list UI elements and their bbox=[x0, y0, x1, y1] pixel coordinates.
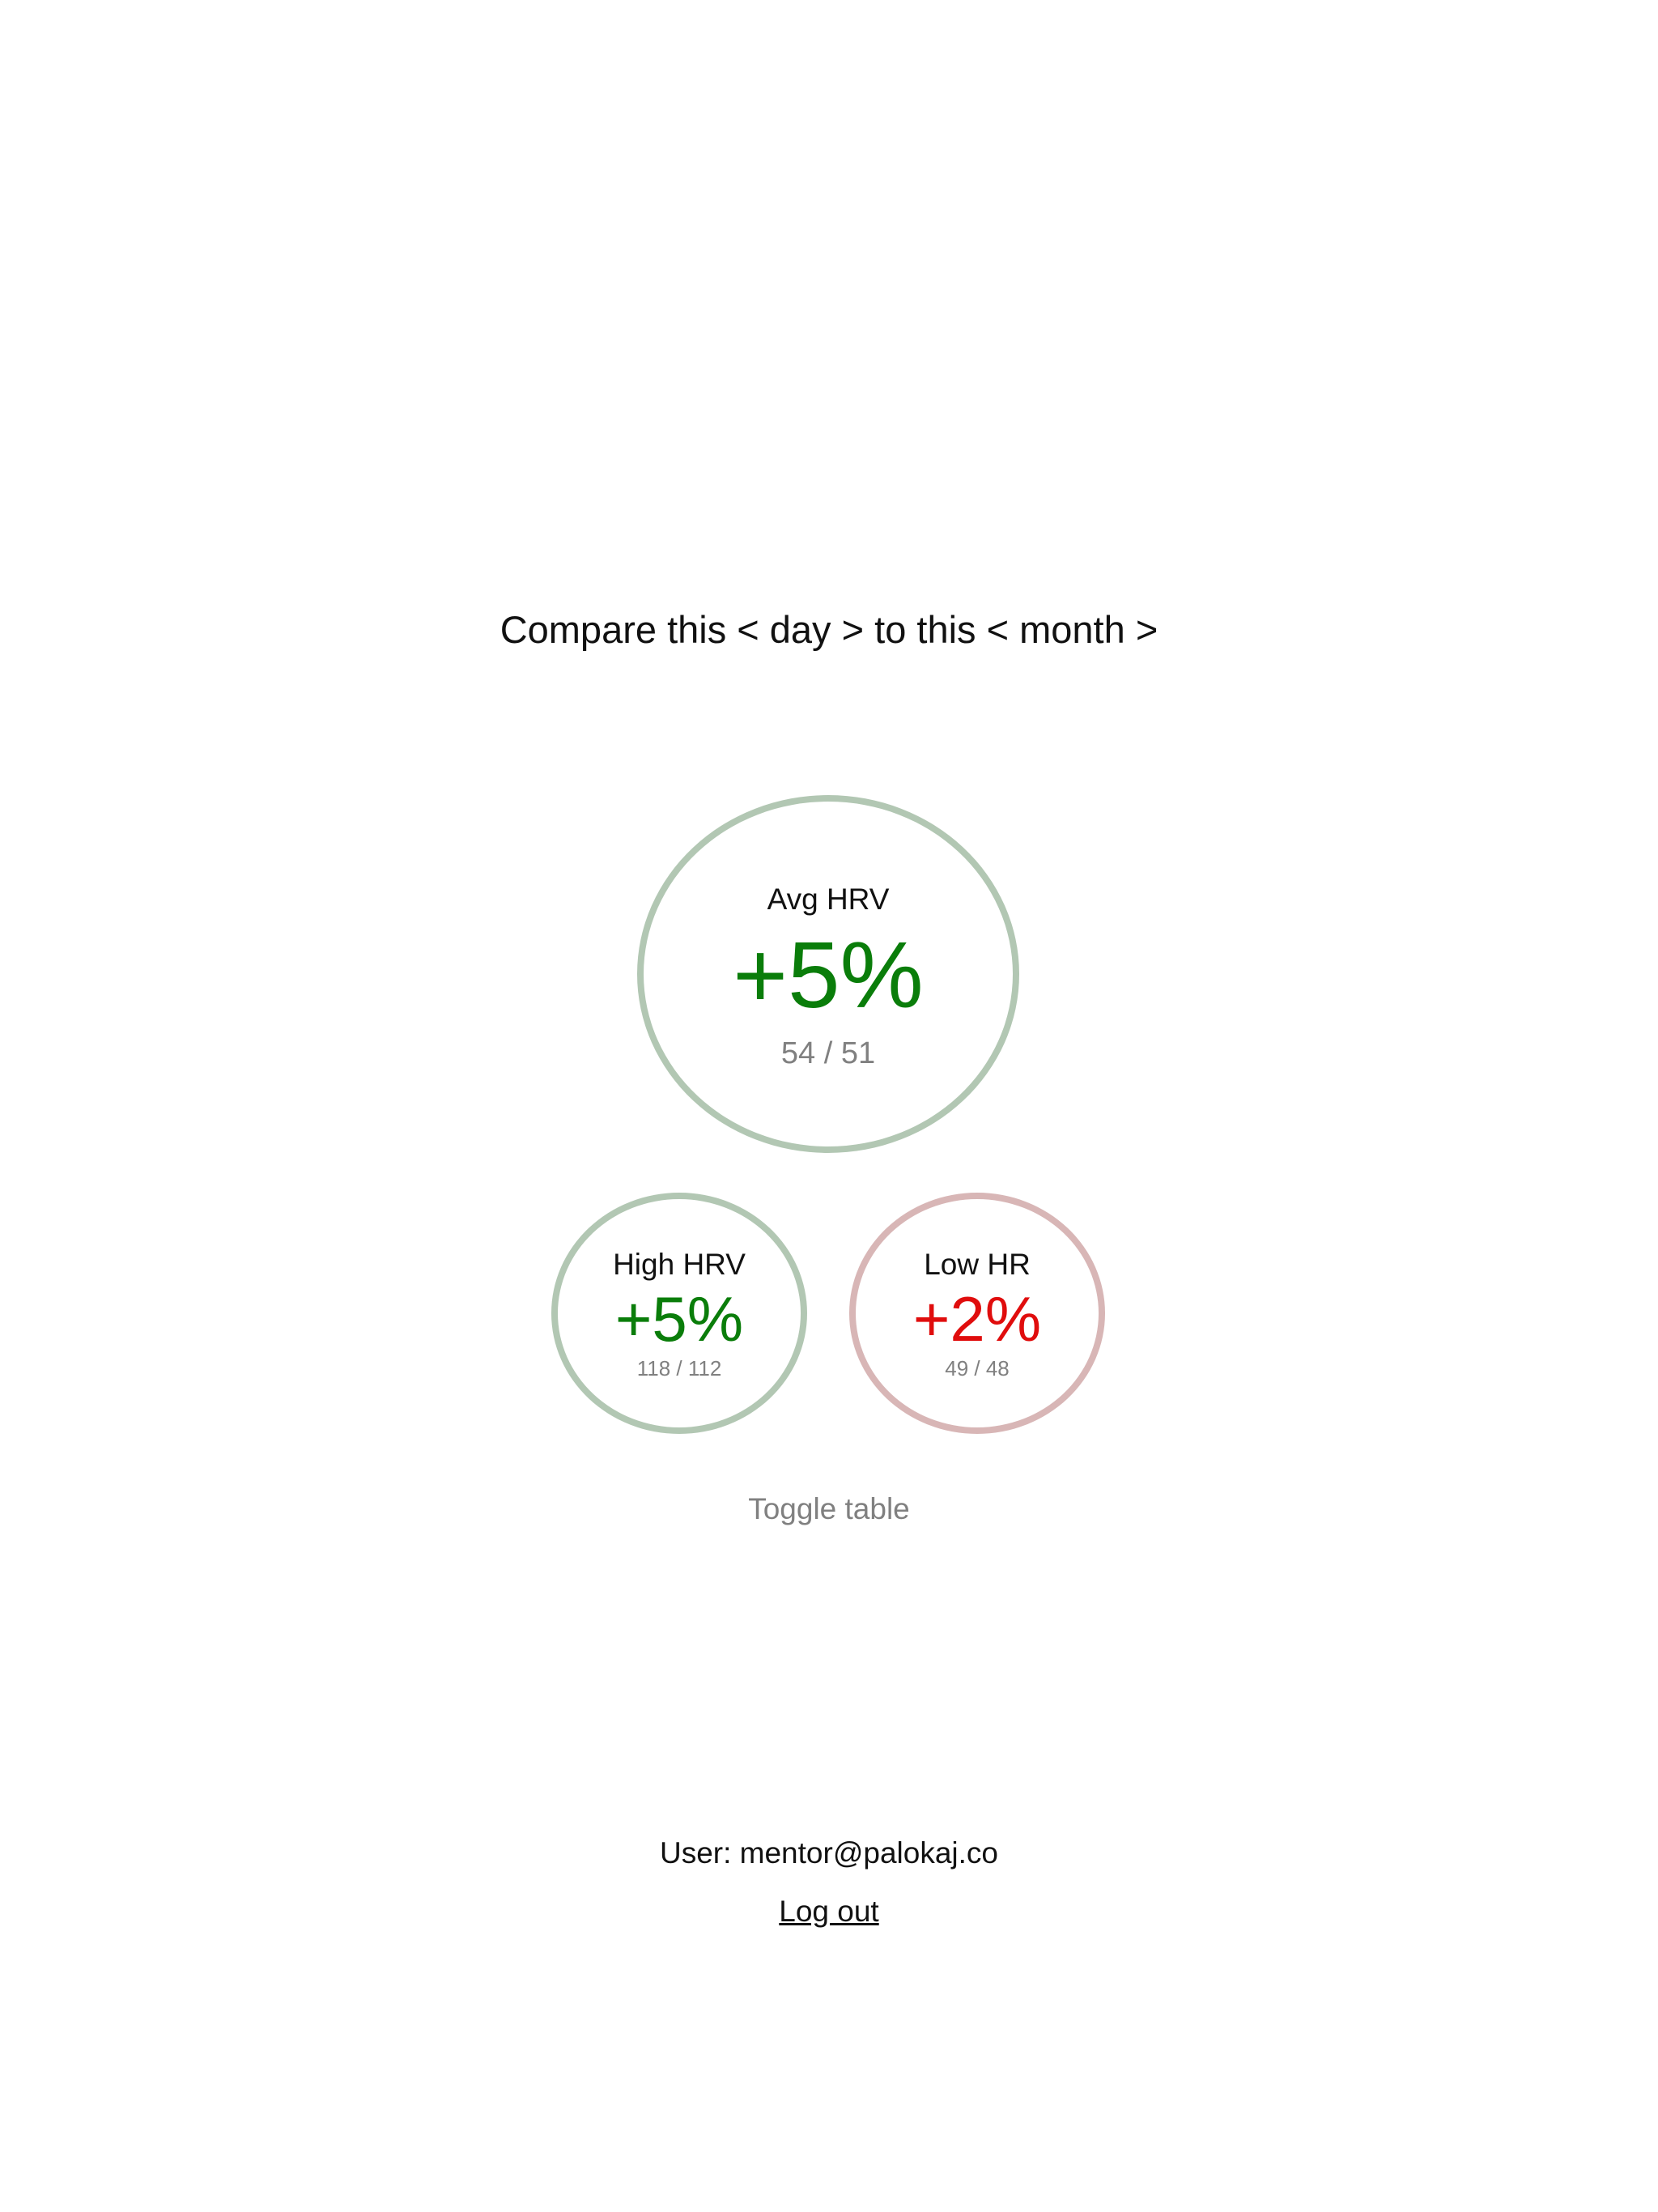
high-hrv-delta: +5% bbox=[614, 1283, 744, 1355]
logout-link[interactable]: Log out bbox=[779, 1895, 879, 1928]
low-hr-values: 49 / 48 bbox=[945, 1355, 1010, 1380]
low-hr-label: Low HR bbox=[924, 1247, 1031, 1281]
logout-container: Log out bbox=[0, 1895, 1658, 1929]
avg-hrv-values: 54 / 51 bbox=[780, 1036, 876, 1070]
period-2-next-button[interactable]: > bbox=[1135, 608, 1158, 651]
compare-middle-text: to this bbox=[874, 608, 976, 651]
toggle-table-button[interactable]: Toggle table bbox=[748, 1492, 910, 1525]
period-1-previous-button[interactable]: < bbox=[737, 608, 759, 651]
high-hrv-label: High HRV bbox=[613, 1247, 746, 1281]
period-2-previous-button[interactable]: < bbox=[986, 608, 1010, 651]
user-email-label: User: mentor@palokaj.co bbox=[659, 1836, 998, 1870]
low-hr-metric-circle: Low HR +2% 49 / 48 bbox=[849, 1193, 1105, 1434]
compare-prefix-text: Compare this bbox=[500, 608, 727, 651]
avg-hrv-label: Avg HRV bbox=[767, 882, 890, 916]
low-hr-delta: +2% bbox=[912, 1283, 1042, 1355]
high-hrv-metric-circle: High HRV +5% 118 / 112 bbox=[551, 1193, 807, 1434]
high-hrv-values: 118 / 112 bbox=[636, 1355, 722, 1380]
period-1-value: day bbox=[769, 608, 831, 651]
period-2-value: month bbox=[1019, 608, 1125, 651]
avg-hrv-delta: +5% bbox=[733, 921, 924, 1027]
compare-period-selector: Compare this < day > to this < month > bbox=[0, 606, 1658, 654]
period-1-next-button[interactable]: > bbox=[841, 608, 865, 651]
avg-hrv-metric-circle: Avg HRV +5% 54 / 51 bbox=[637, 795, 1019, 1153]
